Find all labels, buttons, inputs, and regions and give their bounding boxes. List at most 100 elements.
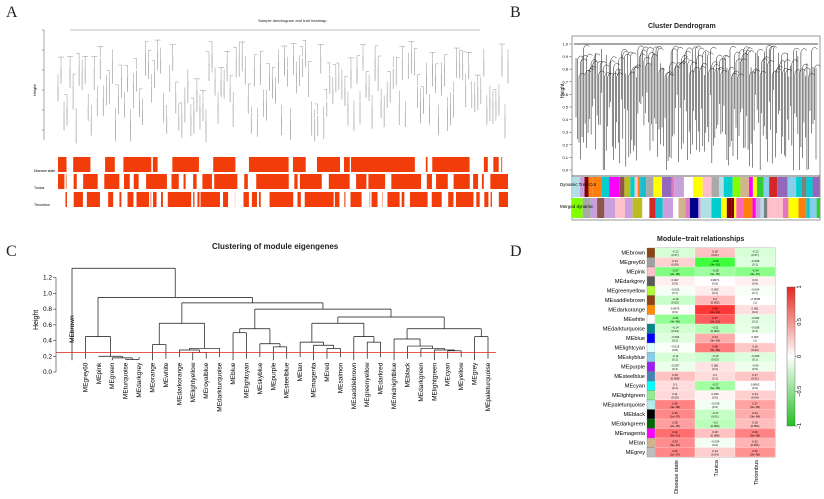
d-module-label: MEtan <box>629 441 645 447</box>
d-cell-r: 0.27 <box>752 401 758 405</box>
d-cell-r: −0.21 <box>711 325 719 329</box>
d-module-swatch <box>646 266 656 277</box>
a-trait-gap <box>498 157 502 172</box>
d-heat-cell <box>734 371 776 382</box>
d-module-swatch <box>646 428 656 439</box>
d-module-label: MEskyblue <box>618 355 645 361</box>
panel-b-letter: B <box>510 4 521 21</box>
a-trait-row <box>58 174 508 189</box>
d-module-label: MEgrey60 <box>620 260 646 266</box>
b-merge <box>634 64 642 69</box>
d-heat-cell <box>734 447 776 458</box>
b-module-color <box>788 198 799 218</box>
d-cell-r: −0.56 <box>711 259 719 263</box>
b-merge <box>664 72 672 77</box>
d-heat-cell <box>734 247 776 258</box>
b-module-color <box>698 198 701 218</box>
b-merge <box>608 60 616 65</box>
d-cell-p: (0.004) <box>751 424 760 428</box>
c-y-tick-label: 0.4 <box>43 338 52 345</box>
a-trait-gap <box>129 174 134 189</box>
d-heat-cell <box>694 342 736 353</box>
b-module-color <box>787 177 797 197</box>
d-cell-p: (0.07) <box>671 253 678 257</box>
a-sample-label <box>359 102 361 125</box>
d-heat-cell <box>654 447 696 458</box>
b-module-color <box>760 198 764 218</box>
a-sample-label <box>299 67 301 86</box>
d-cell-p: (0.5) <box>752 367 758 371</box>
b-module-color <box>572 198 583 218</box>
a-sample-label <box>335 76 337 93</box>
d-heat-cell <box>694 304 736 315</box>
a-sample-label <box>507 61 509 84</box>
b-module-color <box>777 177 788 197</box>
d-cell-r: −0.099 <box>751 259 760 263</box>
a-sample-label <box>420 100 421 124</box>
a-trait-gap <box>121 192 128 207</box>
a-sample-label <box>275 88 276 104</box>
a-trait-row <box>58 157 508 172</box>
d-cell-r: −0.34 <box>751 268 759 272</box>
a-sample-label <box>495 101 497 117</box>
b-module-color <box>646 177 654 197</box>
d-cell-p: (0.1) <box>752 263 758 267</box>
a-sample-label <box>453 93 455 118</box>
a-sample-label <box>404 112 406 127</box>
a-trait-gap <box>151 157 153 172</box>
a-sample-label <box>202 102 204 122</box>
a-sample-label <box>284 58 285 75</box>
d-heat-cell <box>654 418 696 429</box>
b-module-color <box>619 177 625 197</box>
d-cell-r: −0.37 <box>671 268 679 272</box>
d-heat-cell <box>654 304 696 315</box>
b-merge <box>784 59 791 64</box>
d-cell-p: (1) <box>753 301 756 305</box>
d-module-label: MEdarkorange <box>608 308 645 314</box>
d-cell-p: (0.5) <box>672 282 678 286</box>
panel-d-letter: D <box>510 243 522 260</box>
b-module-color <box>683 177 693 197</box>
d-heat-cell <box>734 399 776 410</box>
d-cell-r: 0.24 <box>752 411 758 415</box>
d-cell-r: −0.12 <box>751 249 759 253</box>
b-merge <box>616 72 623 77</box>
b-merge <box>640 49 648 54</box>
a-trait-gap <box>66 192 74 207</box>
d-module-swatch <box>646 418 656 429</box>
a-trait-gap <box>441 192 449 207</box>
b-module-color <box>769 177 778 197</box>
d-module-swatch <box>646 352 656 363</box>
b-module-color <box>632 198 643 218</box>
b-merge <box>687 59 694 64</box>
a-sample-label <box>269 75 270 91</box>
c-y-tick-label: 1.0 <box>43 290 52 297</box>
b-merge <box>799 68 806 73</box>
d-cell-r: −0.11 <box>672 354 679 358</box>
panel-b-ylabel: Height <box>560 83 566 98</box>
a-trait-gap <box>288 157 293 172</box>
b-merge <box>612 73 619 77</box>
a-sample-label <box>438 116 439 134</box>
d-cell-r: −0.039 <box>711 401 720 405</box>
d-cell-r: 0.22 <box>752 439 758 443</box>
b-module-color <box>609 177 620 197</box>
a-sample-label <box>329 74 331 94</box>
panel-c-letter: C <box>6 243 17 260</box>
a-sample-label <box>374 57 376 82</box>
a-sample-label <box>220 79 222 98</box>
d-module-swatch <box>646 437 656 448</box>
d-module-label: MEdarkturquoise <box>603 327 645 333</box>
a-trait-gap <box>156 192 162 207</box>
d-heat-cell <box>654 266 696 277</box>
d-cell-r: 0.28 <box>672 420 678 424</box>
b-merge <box>630 52 637 57</box>
d-module-label: MEgreenyellow <box>607 289 646 295</box>
c-leaf-label: MEroyalblue <box>203 362 210 399</box>
a-trait-gap <box>421 174 427 189</box>
b-merge <box>589 65 596 70</box>
a-trait-gap <box>361 192 370 207</box>
a-sample-label <box>235 59 237 78</box>
c-leaf-label: MEdarkred <box>378 362 385 394</box>
d-cell-p: (0.008) <box>671 377 680 381</box>
